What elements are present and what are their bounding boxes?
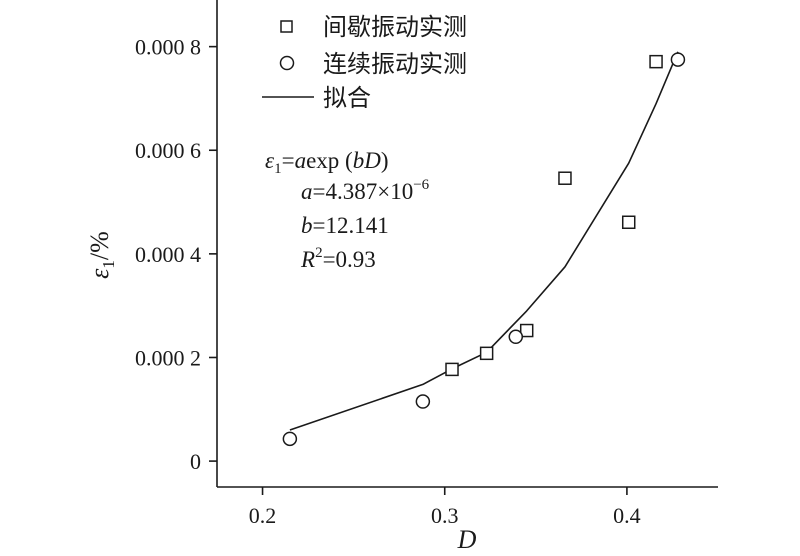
r-squared: R2=0.93 [300, 245, 376, 272]
square-data-point [445, 362, 459, 377]
data-markers [282, 52, 686, 447]
square-data-point [558, 171, 572, 185]
square-data-point [621, 215, 636, 230]
parameter-a: a=4.387×10−6 [301, 177, 430, 204]
legend-circle-marker-icon [279, 55, 295, 71]
y-axis-title: ε1/% [85, 231, 118, 279]
x-tick-label: 0.3 [431, 503, 459, 528]
x-tick-label: 0.2 [249, 503, 277, 528]
axis-ticks [209, 45, 628, 495]
axis-tick-labels: 0.2 0.3 0.4 0 0.000 2 0.000 4 0.000 6 0.000 8 [135, 35, 641, 528]
legend-square-marker-icon [280, 20, 293, 33]
equation-line: ε1=aexp (bD) [265, 148, 388, 177]
legend-label-continuous: 连续振动实测 [323, 50, 467, 78]
legend: 间歇振动实测 连续振动实测 拟合 [262, 13, 467, 112]
y-tick-label: 0.000 2 [135, 345, 201, 370]
circle-data-point [282, 431, 298, 447]
legend-label-intermittent: 间歇振动实测 [323, 13, 467, 41]
y-axis-title-sub: 1 [99, 260, 118, 269]
square-data-point [519, 323, 534, 338]
svg-text:ε1/%: ε1/% [85, 231, 118, 279]
x-axis-title: D [457, 525, 477, 554]
circle-data-point [670, 52, 686, 67]
fit-curve-line [289, 51, 679, 431]
square-data-point [479, 346, 494, 361]
square-data-point [649, 54, 663, 69]
circle-data-point [415, 394, 431, 409]
y-tick-label: 0.000 4 [135, 242, 201, 267]
parameter-b: b=12.141 [301, 213, 389, 238]
legend-label-fit: 拟合 [323, 84, 371, 112]
y-tick-label: 0 [190, 449, 201, 474]
x-tick-label: 0.4 [613, 503, 641, 528]
circle-data-point [508, 329, 524, 345]
y-axis-title-unit: /% [85, 231, 114, 260]
fit-equation-annotation: ε1=aexp (bD) a=4.387×10−6 b=12.141 R2=0.… [265, 148, 430, 272]
y-tick-label: 0.000 8 [135, 35, 201, 60]
y-tick-label: 0.000 6 [135, 138, 201, 163]
y-axis-title-symbol: ε [85, 268, 114, 279]
